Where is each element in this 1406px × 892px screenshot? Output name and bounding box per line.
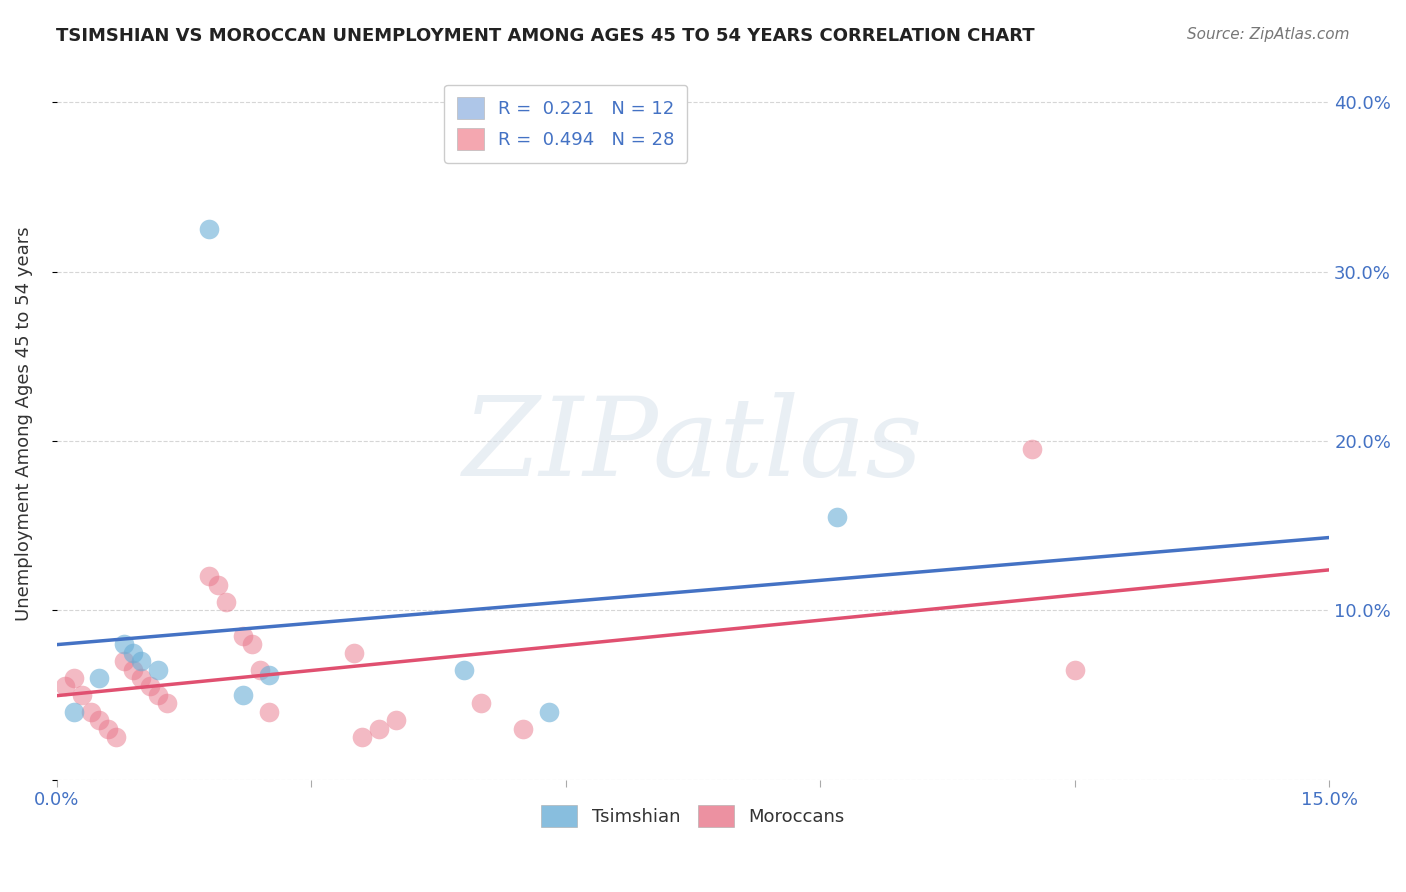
- Point: [148, 688, 170, 702]
- Point: [105, 731, 128, 745]
- Point: [825, 510, 848, 524]
- Point: [537, 705, 560, 719]
- Point: [385, 714, 408, 728]
- Point: [122, 646, 145, 660]
- Point: [139, 680, 162, 694]
- Point: [232, 629, 254, 643]
- Point: [342, 646, 364, 660]
- Point: [257, 667, 280, 681]
- Point: [198, 569, 221, 583]
- Point: [131, 671, 153, 685]
- Point: [1063, 663, 1085, 677]
- Point: [114, 637, 136, 651]
- Point: [453, 663, 475, 677]
- Point: [87, 671, 110, 685]
- Point: [148, 663, 170, 677]
- Point: [96, 722, 118, 736]
- Point: [198, 222, 221, 236]
- Point: [131, 654, 153, 668]
- Text: Source: ZipAtlas.com: Source: ZipAtlas.com: [1187, 27, 1350, 42]
- Y-axis label: Unemployment Among Ages 45 to 54 years: Unemployment Among Ages 45 to 54 years: [15, 227, 32, 622]
- Point: [207, 578, 229, 592]
- Point: [156, 697, 179, 711]
- Point: [512, 722, 534, 736]
- Point: [352, 731, 374, 745]
- Point: [79, 705, 101, 719]
- Point: [240, 637, 263, 651]
- Point: [232, 688, 254, 702]
- Legend: Tsimshian, Moroccans: Tsimshian, Moroccans: [534, 798, 852, 835]
- Point: [470, 697, 492, 711]
- Point: [368, 722, 391, 736]
- Point: [114, 654, 136, 668]
- Point: [249, 663, 271, 677]
- Point: [62, 671, 84, 685]
- Point: [87, 714, 110, 728]
- Point: [53, 680, 76, 694]
- Point: [62, 705, 84, 719]
- Point: [215, 595, 238, 609]
- Text: TSIMSHIAN VS MOROCCAN UNEMPLOYMENT AMONG AGES 45 TO 54 YEARS CORRELATION CHART: TSIMSHIAN VS MOROCCAN UNEMPLOYMENT AMONG…: [56, 27, 1035, 45]
- Point: [1021, 442, 1043, 457]
- Point: [122, 663, 145, 677]
- Text: ZIPatlas: ZIPatlas: [463, 392, 924, 500]
- Point: [70, 688, 93, 702]
- Point: [257, 705, 280, 719]
